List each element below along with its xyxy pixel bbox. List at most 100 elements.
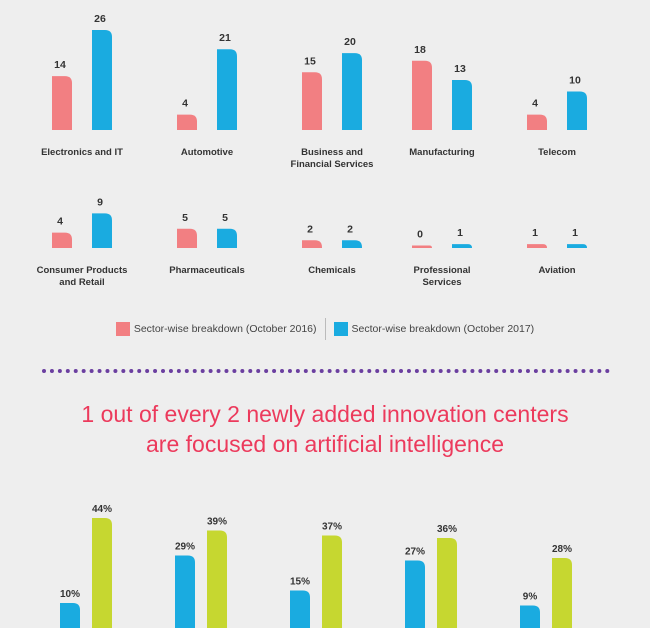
bar-value-label: 44% [92,504,112,515]
category-label: Electronics and IT [41,147,123,158]
bar-value-label: 14 [54,59,66,71]
bar-green [322,535,342,628]
bar-2017 [452,80,472,130]
bar-value-label: 1 [572,227,578,239]
legend-separator [324,318,326,340]
bar-value-label: 1 [457,227,463,239]
sector-group: 4 21 Automotive [177,32,237,158]
bar-value-label: 1 [532,227,538,239]
bar-blue [175,555,195,628]
bar-value-label: 21 [219,32,231,44]
category-label: Financial Services [291,159,374,170]
bar-value-label: 0 [417,229,423,241]
bar-value-label: 9 [97,196,103,208]
bar-2017 [567,244,587,248]
category-label: Business and [301,147,363,158]
bar-green [92,518,112,628]
headline-line-1: 1 out of every 2 newly added innovation … [81,401,569,427]
legend-item-2016: Sector-wise breakdown (October 2016) [115,322,317,336]
category-label: Telecom [538,147,576,158]
bar-blue [405,560,425,628]
bar-2016 [527,114,547,130]
bar-value-label: 2 [347,223,353,235]
category-label: Services [422,277,461,288]
bar-value-label: 26 [94,13,106,25]
bar-value-label: 2 [307,223,313,235]
legend-item-2017: Sector-wise breakdown (October 2017) [333,322,535,336]
bar-value-label: 10 [569,75,581,87]
bar-value-label: 18 [414,44,426,56]
bar-value-label: 36% [437,524,457,535]
ai-group: 9% 28% [520,544,572,628]
ai-focus-bar-chart: 10% 44% 29% 39% 15% 37% 27% 36% 9% 28% [60,504,572,628]
bar-2017 [92,213,112,248]
bar-2017 [217,228,237,248]
bar-green [437,538,457,628]
bar-2017 [567,91,587,130]
bar-value-label: 39% [207,517,227,528]
sector-group: 18 13 Manufacturing [409,44,475,158]
ai-group: 15% 37% [290,522,342,628]
category-label: Chemicals [308,265,356,276]
bar-value-label: 13 [454,63,466,75]
bar-2017 [217,49,237,130]
bar-2016 [412,245,432,248]
legend-swatch-2016 [115,322,130,336]
bar-value-label: 27% [405,547,425,558]
bar-value-label: 9% [523,592,538,603]
legend-swatch-2017 [333,322,348,336]
dotted-divider [42,369,610,373]
bar-green [552,558,572,628]
category-label: and Retail [59,277,104,288]
bar-blue [290,590,310,628]
bar-2017 [452,244,472,248]
chart-legend: Sector-wise breakdown (October 2016) Sec… [0,318,650,340]
sector-group: 5 5 Pharmaceuticals [169,212,245,276]
bar-2016 [177,228,197,248]
ai-group: 10% 44% [60,504,112,628]
category-label: Pharmaceuticals [169,265,245,276]
headline: 1 out of every 2 newly added innovation … [0,399,650,459]
category-label: Automotive [181,147,233,158]
legend-label-2016: Sector-wise breakdown (October 2016) [133,323,317,335]
bar-value-label: 20 [344,36,356,48]
category-label: Professional [413,265,470,276]
ai-group: 27% 36% [405,524,457,628]
bar-value-label: 28% [552,544,572,555]
sector-group: 2 2 Chemicals [302,223,362,276]
bar-2016 [52,232,72,248]
ai-group: 29% 39% [175,517,227,628]
bar-value-label: 4 [532,98,538,110]
category-label: Aviation [538,265,575,276]
bar-value-label: 15 [304,55,316,67]
bar-value-label: 5 [222,212,228,224]
bar-blue [520,605,540,628]
bar-value-label: 4 [57,216,63,228]
bar-2016 [527,244,547,248]
headline-line-2: are focused on artificial intelligence [146,431,504,457]
bar-2016 [177,114,197,130]
bar-value-label: 5 [182,212,188,224]
bar-value-label: 10% [60,589,80,600]
bar-2017 [342,53,362,131]
bar-2016 [302,240,322,248]
bar-2016 [52,76,72,130]
legend-label-2017: Sector-wise breakdown (October 2017) [351,323,535,335]
bar-value-label: 4 [182,98,188,110]
bar-value-label: 15% [290,577,310,588]
category-label: Manufacturing [409,147,475,158]
bar-2016 [412,60,432,131]
bar-value-label: 29% [175,542,195,553]
category-label: Consumer Products [37,265,128,276]
bar-blue [60,603,80,628]
bar-2017 [92,30,112,130]
bar-green [207,530,227,628]
bar-2017 [342,240,362,248]
sector-group: 14 26 Electronics and IT [41,13,123,158]
bar-2016 [302,72,322,130]
sector-group: 4 10 Telecom [527,75,587,158]
